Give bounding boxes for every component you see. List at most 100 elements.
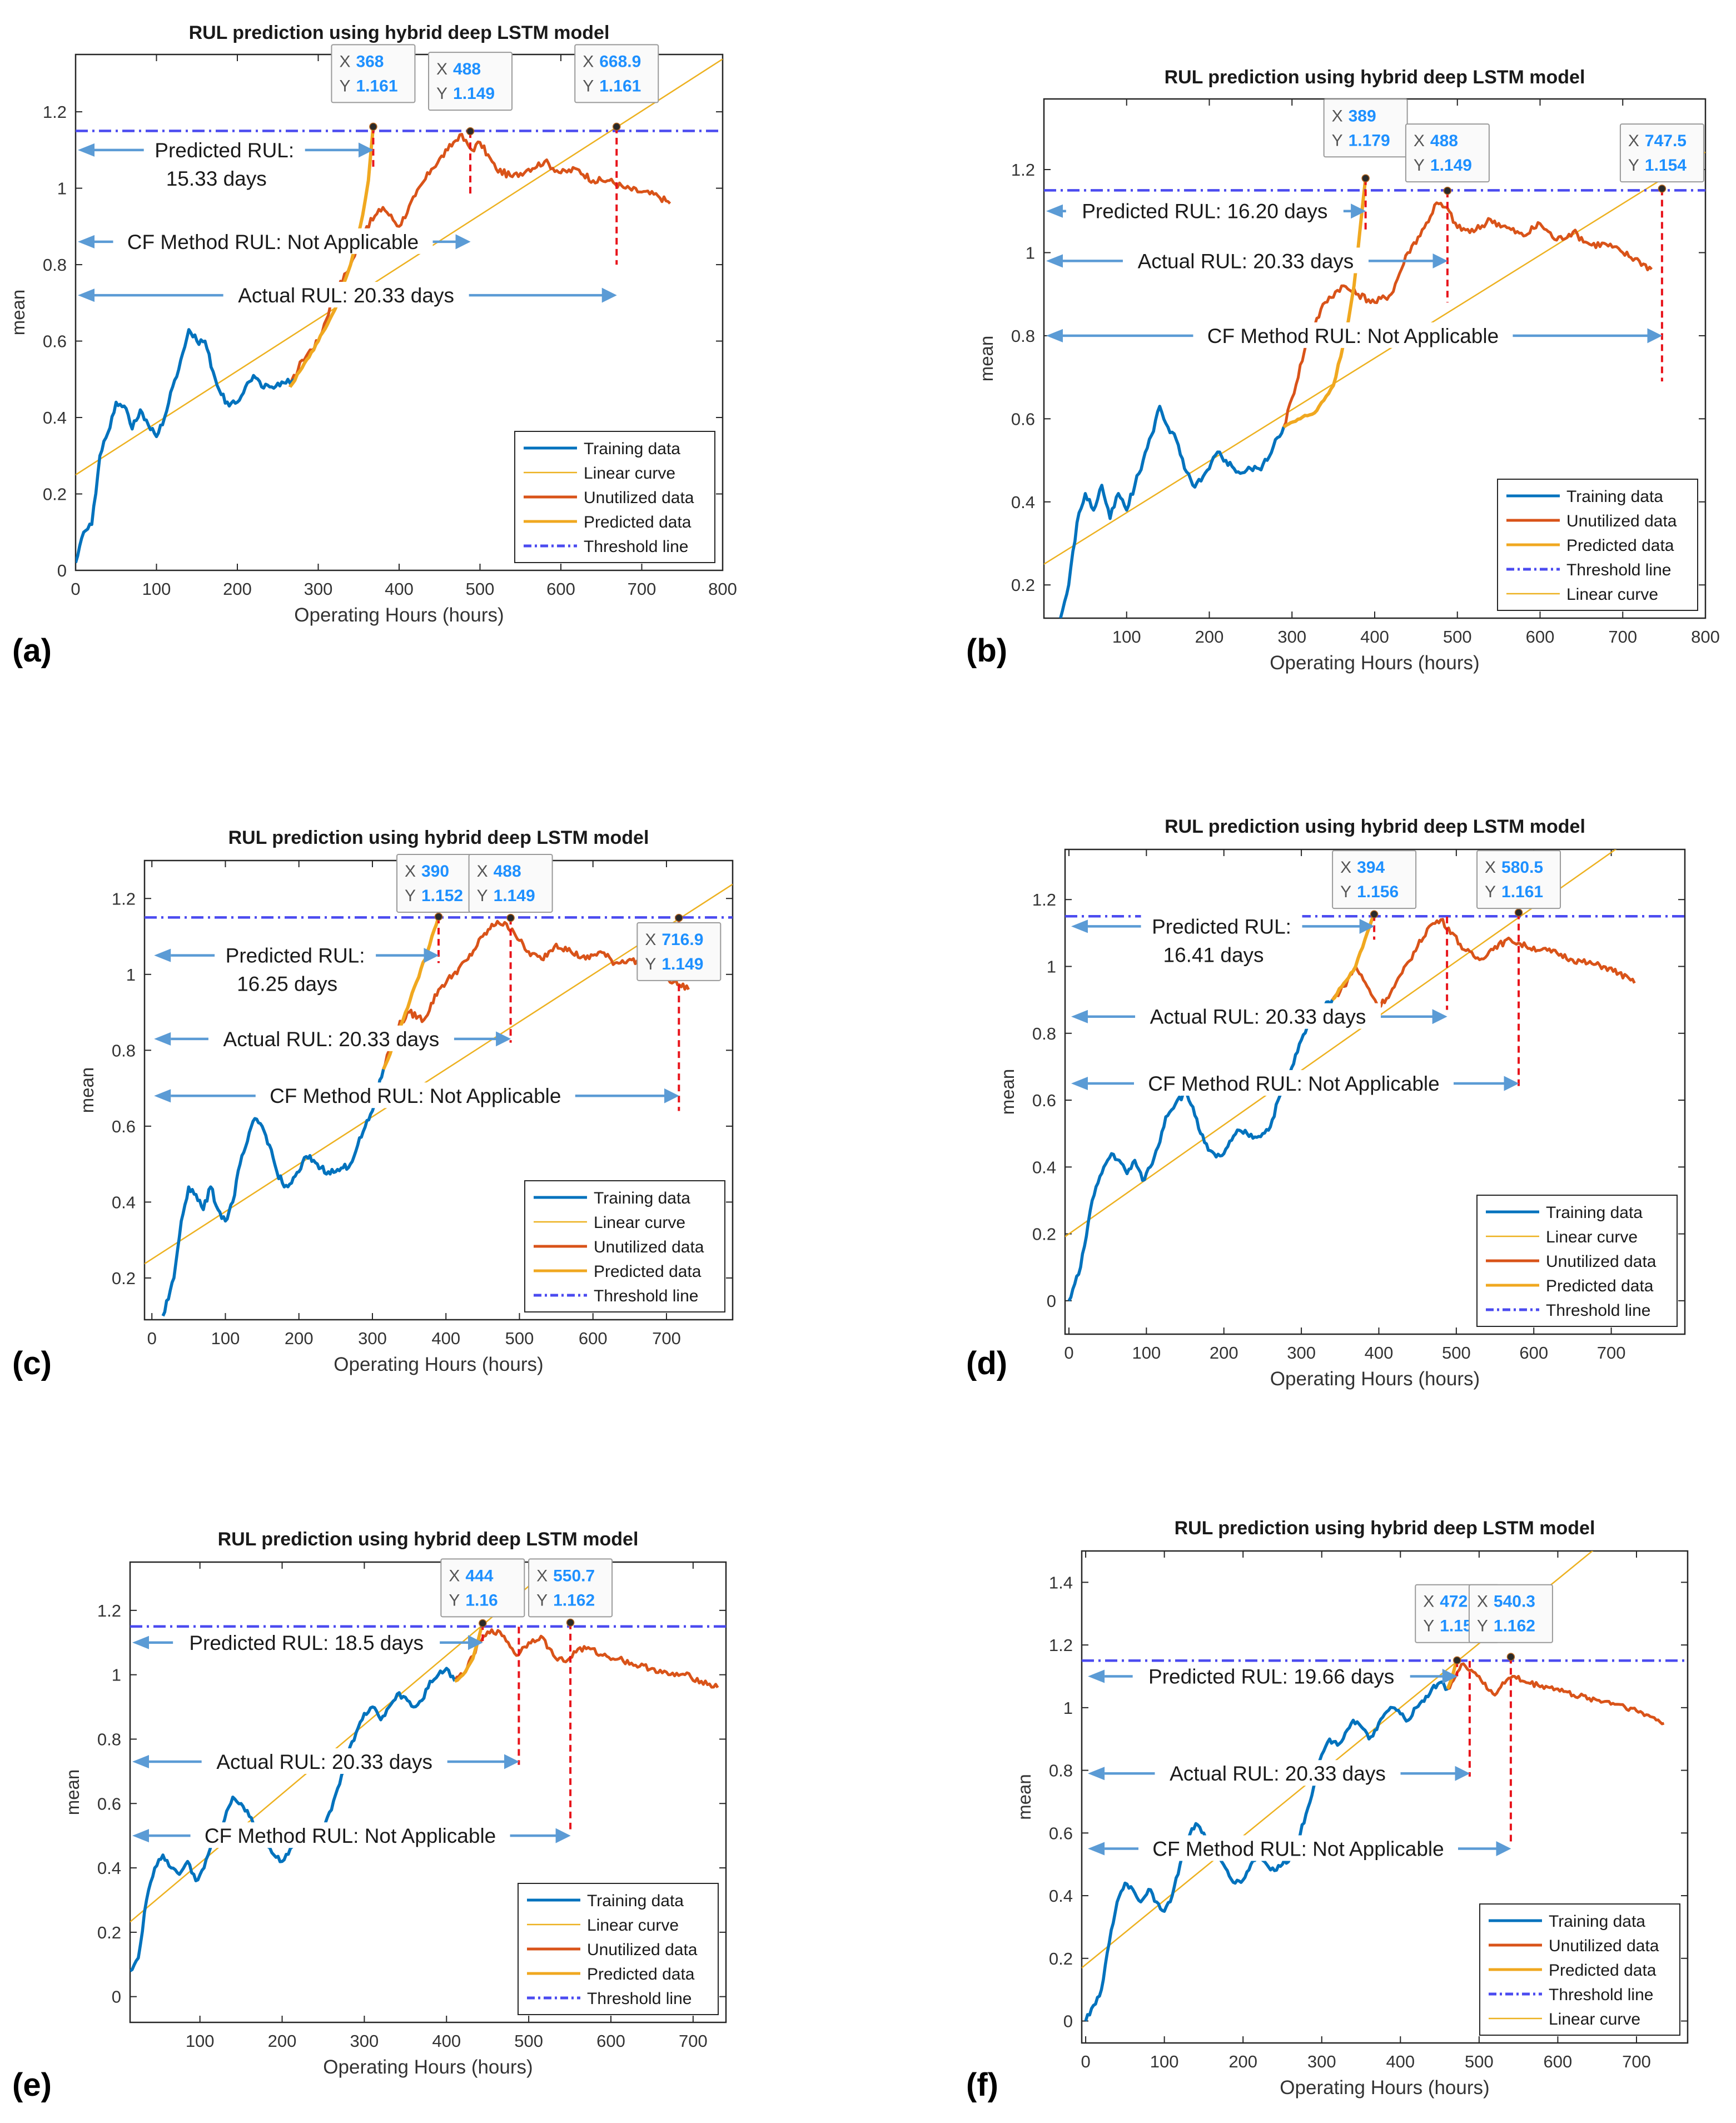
x-tick-label: 100 bbox=[1150, 2052, 1179, 2071]
legend: Training data Linear curve Unutilized data… bbox=[524, 1180, 725, 1312]
rul-arrow: Actual RUL: 20.33 days bbox=[1046, 247, 1448, 274]
datatip-box: X 550.7 Y 1.162 bbox=[528, 1558, 613, 1618]
x-tick-label: 500 bbox=[1465, 2052, 1494, 2071]
arrow-label-bg bbox=[201, 1748, 447, 1774]
rul-arrow: Actual RUL: 20.33 days bbox=[132, 1748, 519, 1774]
datatip-y-value: 1.16 bbox=[465, 1591, 498, 1609]
datatip-point bbox=[1361, 174, 1370, 182]
datatip-y-key: Y bbox=[645, 955, 656, 973]
datatip-x-key: X bbox=[436, 60, 447, 78]
legend-entry: Unutilized data bbox=[587, 1941, 698, 1959]
datatip-point bbox=[566, 1618, 575, 1627]
arrow-label-bg bbox=[1141, 913, 1302, 939]
datatip-x-key: X bbox=[1340, 858, 1351, 877]
arrow-label-bg bbox=[1122, 247, 1369, 274]
y-axis-label: mean bbox=[976, 336, 997, 382]
x-tick-label: 100 bbox=[211, 1329, 240, 1348]
x-tick-label: 500 bbox=[1443, 627, 1472, 647]
arrow-label-bg bbox=[208, 1025, 454, 1051]
x-tick-label: 600 bbox=[1526, 627, 1555, 647]
x-tick-label: 800 bbox=[708, 579, 737, 599]
datatip-y-value: 1.161 bbox=[599, 77, 641, 95]
y-tick-label: 0.6 bbox=[97, 1794, 121, 1813]
x-tick-label: 0 bbox=[1081, 2052, 1090, 2071]
x-tick-label: 800 bbox=[1691, 627, 1720, 647]
linear-curve bbox=[1082, 1551, 1594, 1968]
panel-label: (b) bbox=[966, 633, 1007, 669]
y-tick-label: 0 bbox=[1063, 2012, 1073, 2031]
arrow-label-line2: 16.41 days bbox=[1163, 943, 1264, 966]
legend-entry: Predicted data bbox=[1546, 1277, 1654, 1295]
y-tick-label: 0.8 bbox=[1032, 1024, 1056, 1043]
panel-label: (e) bbox=[12, 2067, 52, 2103]
y-tick-label: 1.4 bbox=[1049, 1573, 1073, 1592]
legend-entry: Training data bbox=[584, 440, 680, 458]
x-axis-label: Operating Hours (hours) bbox=[294, 604, 504, 626]
x-tick-label: 300 bbox=[304, 579, 333, 599]
rul-arrow: Actual RUL: 20.33 days bbox=[1088, 1760, 1470, 1786]
x-tick-label: 600 bbox=[579, 1329, 608, 1348]
y-tick-label: 1.2 bbox=[1032, 890, 1056, 909]
datatip-frame bbox=[468, 853, 553, 913]
x-tick-label: 0 bbox=[1064, 1343, 1073, 1363]
arrow-label-line2: 16.25 days bbox=[237, 973, 337, 996]
chart-panel-c: RUL prediction using hybrid deep LSTM mo… bbox=[12, 827, 734, 1381]
arrow-left-head bbox=[1046, 329, 1063, 342]
panel-label: (f) bbox=[966, 2067, 998, 2103]
datatip-point bbox=[479, 1619, 487, 1628]
y-axis-label: mean bbox=[77, 1067, 97, 1113]
y-tick-label: 0.2 bbox=[112, 1269, 136, 1288]
datatip-x-key: X bbox=[1628, 132, 1639, 150]
x-tick-label: 0 bbox=[147, 1329, 157, 1348]
y-tick-label: 0.4 bbox=[112, 1192, 136, 1212]
legend-entry: Training data bbox=[1566, 488, 1663, 506]
legend-entry: Predicted data bbox=[594, 1262, 702, 1281]
x-tick-label: 600 bbox=[1544, 2052, 1573, 2071]
arrow-label: CF Method RUL: Not Applicable bbox=[205, 1824, 496, 1847]
legend-entry: Linear curve bbox=[1546, 1228, 1638, 1246]
legend: Training data Linear curve Unutilized data… bbox=[518, 1883, 719, 2015]
datatip-x-key: X bbox=[1332, 107, 1343, 125]
x-tick-label: 600 bbox=[1519, 1343, 1548, 1363]
datatip-x-value: 550.7 bbox=[553, 1567, 595, 1585]
legend-entry: Training data bbox=[594, 1189, 690, 1207]
datatip-x-value: 580.5 bbox=[1501, 858, 1543, 877]
legend-entry: Linear curve bbox=[1566, 585, 1658, 604]
datatip-x-key: X bbox=[405, 862, 416, 881]
datatip-y-value: 1.149 bbox=[1430, 156, 1472, 175]
x-tick-label: 400 bbox=[431, 1329, 460, 1348]
arrow-left-head bbox=[1071, 1076, 1088, 1090]
rul-arrow: Predicted RUL: 16.41 days bbox=[1071, 913, 1375, 966]
rul-arrow: CF Method RUL: Not Applicable bbox=[132, 1822, 571, 1848]
rul-arrow: CF Method RUL: Not Applicable bbox=[78, 228, 471, 254]
datatip-y-value: 1.154 bbox=[1645, 156, 1687, 175]
x-tick-label: 100 bbox=[142, 579, 171, 599]
datatip-x-value: 390 bbox=[421, 862, 449, 881]
x-axis-label: Operating Hours (hours) bbox=[1270, 1368, 1480, 1390]
datatip-frame bbox=[574, 44, 659, 103]
arrow-label-bg bbox=[255, 1082, 575, 1108]
y-tick-label: 0.2 bbox=[1011, 575, 1035, 595]
datatip-y-key: Y bbox=[405, 887, 416, 905]
legend-entry: Linear curve bbox=[1549, 2010, 1640, 2028]
arrow-label-bg bbox=[1193, 322, 1513, 348]
y-tick-label: 0.8 bbox=[97, 1729, 121, 1749]
legend-entry: Predicted data bbox=[1549, 1961, 1657, 1980]
arrow-left-head bbox=[1046, 254, 1063, 268]
datatip-box: X 488 Y 1.149 bbox=[428, 52, 513, 111]
arrow-label-bg bbox=[1132, 1663, 1410, 1689]
datatip-y-key: Y bbox=[1414, 156, 1425, 175]
arrow-label: Predicted RUL: bbox=[155, 139, 294, 162]
x-tick-label: 700 bbox=[652, 1329, 681, 1348]
datatip-point bbox=[612, 122, 621, 131]
arrow-label-bg bbox=[1066, 197, 1344, 223]
datatip-frame bbox=[636, 922, 722, 981]
legend-entry: Threshold line bbox=[1566, 561, 1671, 579]
y-tick-label: 0.2 bbox=[43, 485, 67, 504]
datatip-frame bbox=[331, 44, 416, 103]
arrow-label: CF Method RUL: Not Applicable bbox=[1148, 1072, 1439, 1095]
legend-entry: Threshold line bbox=[594, 1287, 698, 1305]
x-tick-label: 700 bbox=[679, 2031, 708, 2051]
